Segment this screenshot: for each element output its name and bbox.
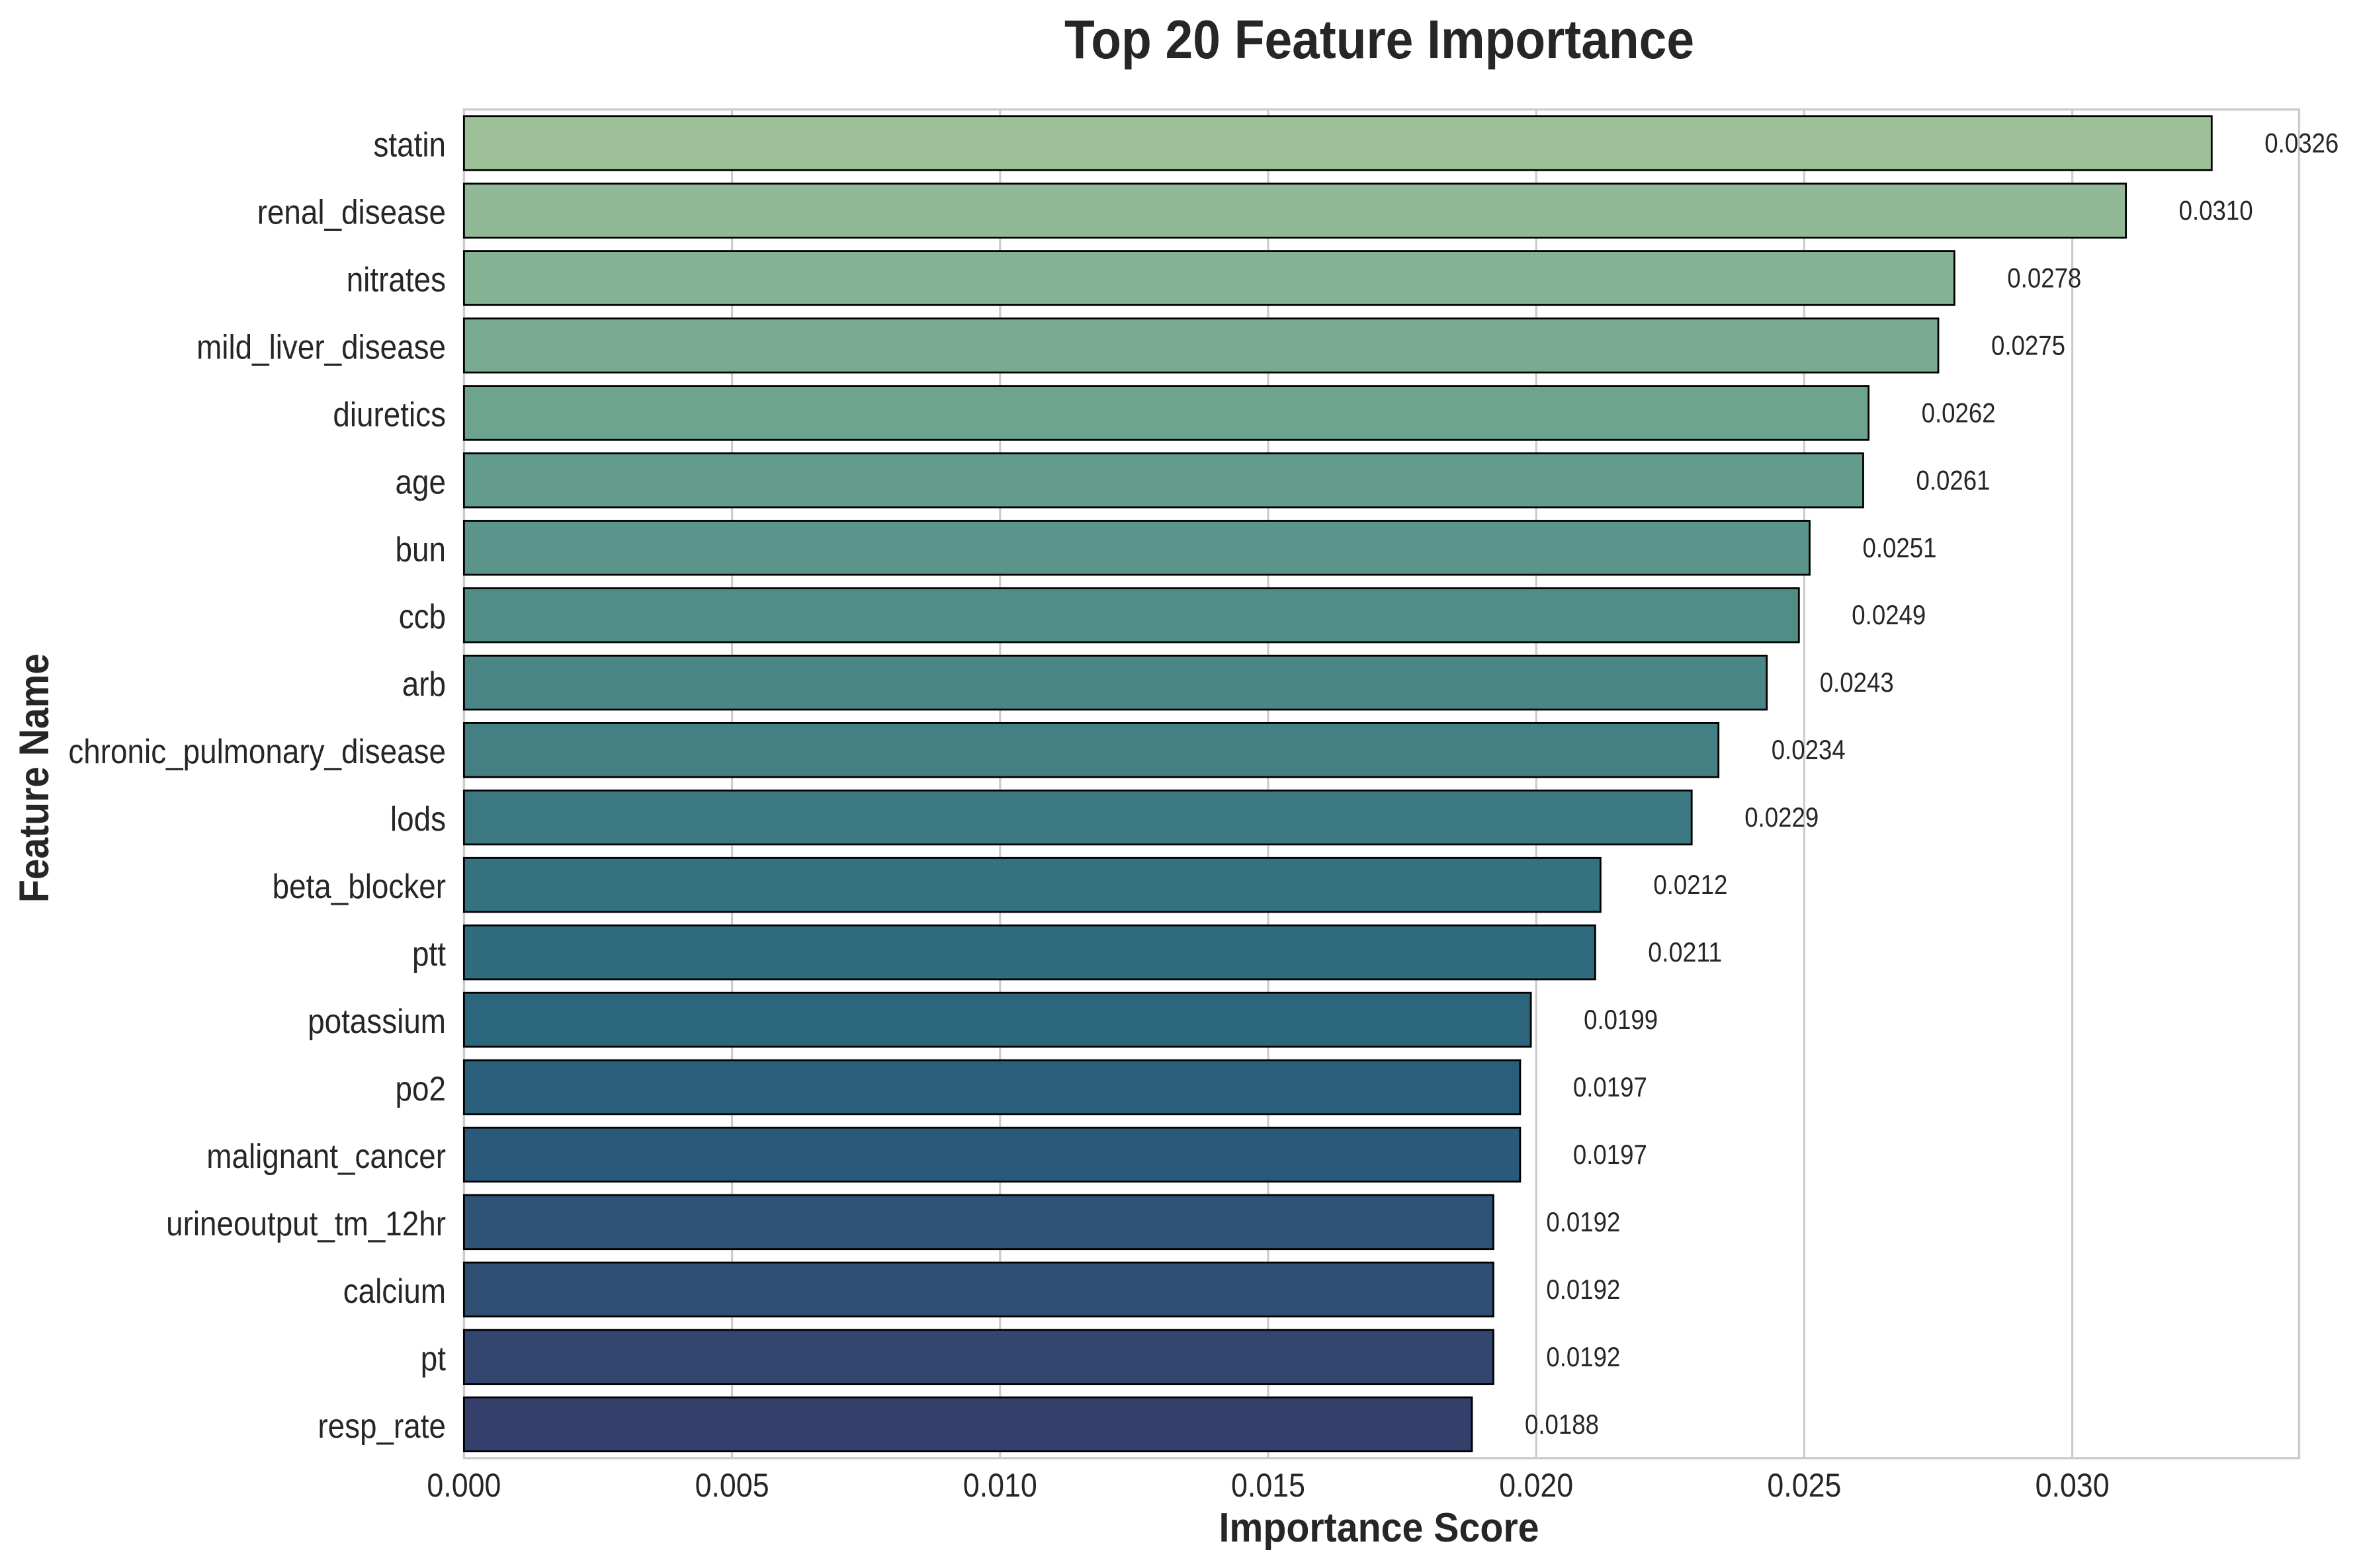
- svg-text:0.0192: 0.0192: [1546, 1274, 1620, 1305]
- svg-text:beta_blocker: beta_blocker: [273, 867, 446, 905]
- svg-text:0.025: 0.025: [1767, 1467, 1841, 1504]
- svg-text:chronic_pulmonary_disease: chronic_pulmonary_disease: [68, 732, 446, 770]
- svg-text:0.0188: 0.0188: [1525, 1409, 1599, 1440]
- svg-text:ccb: ccb: [399, 597, 446, 636]
- svg-text:urineoutput_tm_12hr: urineoutput_tm_12hr: [166, 1204, 446, 1243]
- svg-text:resp_rate: resp_rate: [318, 1407, 446, 1445]
- svg-text:0.005: 0.005: [695, 1467, 769, 1504]
- svg-text:0.0326: 0.0326: [2264, 128, 2339, 159]
- svg-text:0.0234: 0.0234: [1772, 734, 1846, 765]
- svg-text:nitrates: nitrates: [347, 260, 446, 298]
- svg-text:0.0197: 0.0197: [1573, 1139, 1647, 1170]
- svg-text:Top 20 Feature Importance: Top 20 Feature Importance: [1064, 9, 1694, 70]
- svg-text:statin: statin: [374, 126, 447, 164]
- svg-text:potassium: potassium: [308, 1002, 446, 1040]
- svg-text:0.0262: 0.0262: [1922, 397, 1996, 428]
- svg-text:ptt: ptt: [412, 934, 446, 973]
- svg-text:0.030: 0.030: [2036, 1467, 2110, 1504]
- svg-text:Feature Name: Feature Name: [11, 653, 58, 903]
- svg-text:mild_liver_disease: mild_liver_disease: [196, 327, 446, 366]
- svg-text:diuretics: diuretics: [333, 395, 446, 433]
- svg-text:age: age: [396, 462, 447, 501]
- svg-text:0.0211: 0.0211: [1648, 936, 1722, 968]
- svg-text:Importance Score: Importance Score: [1219, 1505, 1539, 1551]
- svg-text:0.0243: 0.0243: [1820, 667, 1894, 698]
- svg-text:arb: arb: [402, 665, 446, 703]
- svg-text:pt: pt: [421, 1339, 446, 1378]
- svg-text:0.0212: 0.0212: [1653, 869, 1727, 900]
- svg-text:po2: po2: [396, 1069, 447, 1108]
- svg-text:bun: bun: [396, 530, 447, 568]
- svg-text:0.010: 0.010: [963, 1467, 1037, 1504]
- svg-text:0.0261: 0.0261: [1916, 464, 1991, 495]
- svg-text:0.0278: 0.0278: [2007, 262, 2081, 293]
- svg-text:renal_disease: renal_disease: [257, 192, 446, 231]
- svg-text:0.0192: 0.0192: [1546, 1341, 1620, 1372]
- svg-text:0.0310: 0.0310: [2179, 194, 2253, 226]
- svg-text:0.0197: 0.0197: [1573, 1071, 1647, 1102]
- svg-text:0.0229: 0.0229: [1744, 802, 1819, 833]
- svg-text:0.015: 0.015: [1231, 1467, 1305, 1504]
- svg-text:0.0275: 0.0275: [1991, 329, 2065, 360]
- svg-text:0.0192: 0.0192: [1546, 1206, 1620, 1237]
- svg-text:calcium: calcium: [343, 1272, 446, 1310]
- svg-text:0.0249: 0.0249: [1852, 599, 1926, 630]
- svg-text:0.020: 0.020: [1499, 1467, 1573, 1504]
- svg-text:malignant_cancer: malignant_cancer: [206, 1137, 446, 1175]
- svg-text:lods: lods: [390, 800, 446, 838]
- svg-text:0.0199: 0.0199: [1584, 1004, 1658, 1035]
- svg-text:0.000: 0.000: [427, 1467, 501, 1504]
- svg-text:0.0251: 0.0251: [1863, 532, 1937, 563]
